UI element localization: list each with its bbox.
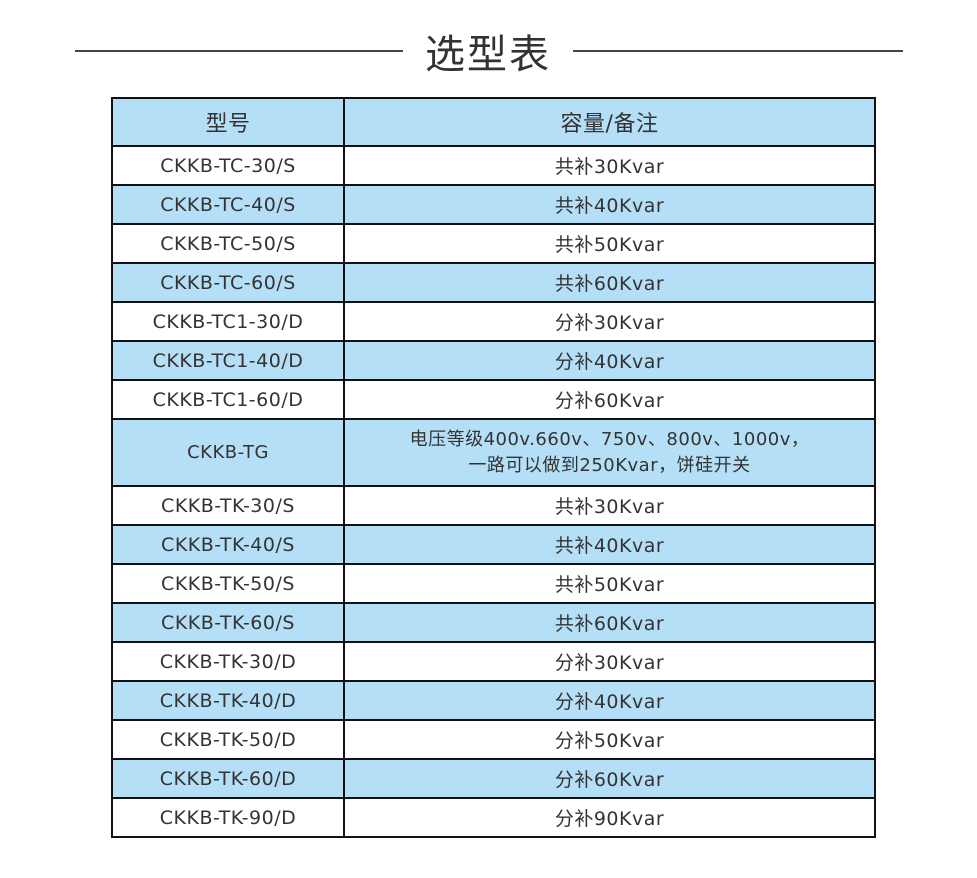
cell-capacity: 共补50Kvar <box>343 563 876 604</box>
table-row: CKKB-TC-60/S 共补60Kvar <box>111 262 876 303</box>
cell-model: CKKB-TK-60/D <box>111 758 345 799</box>
note-line: 电压等级400v.660v、750v、800v、1000v， <box>409 428 810 450</box>
table-row: CKKB-TK-60/S 共补60Kvar <box>111 602 876 643</box>
cell-model: CKKB-TC-50/S <box>111 223 345 264</box>
cell-model: CKKB-TC-30/S <box>111 145 345 186</box>
cell-model: CKKB-TK-50/D <box>111 719 345 760</box>
title-divider-left <box>75 50 403 52</box>
table-row: CKKB-TK-50/D 分补50Kvar <box>111 719 876 760</box>
cell-capacity: 分补60Kvar <box>343 379 876 420</box>
title-divider-right <box>573 50 903 52</box>
table-row: CKKB-TC-50/S 共补50Kvar <box>111 223 876 264</box>
table-row: CKKB-TK-90/D 分补90Kvar <box>111 797 876 838</box>
cell-capacity: 分补90Kvar <box>343 797 876 838</box>
table-row: CKKB-TK-40/D 分补40Kvar <box>111 680 876 721</box>
cell-model: CKKB-TK-60/S <box>111 602 345 643</box>
table-row: CKKB-TK-60/D 分补60Kvar <box>111 758 876 799</box>
table-row: CKKB-TK-30/D 分补30Kvar <box>111 641 876 682</box>
cell-model: CKKB-TK-50/S <box>111 563 345 604</box>
cell-capacity: 共补60Kvar <box>343 262 876 303</box>
cell-model: CKKB-TC1-40/D <box>111 340 345 381</box>
cell-capacity: 共补30Kvar <box>343 485 876 526</box>
cell-model: CKKB-TK-40/D <box>111 680 345 721</box>
table-header-row: 型号 容量/备注 <box>111 97 876 147</box>
page-title: 选型表 <box>425 32 551 78</box>
cell-capacity: 分补30Kvar <box>343 641 876 682</box>
cell-capacity: 电压等级400v.660v、750v、800v、1000v， 一路可以做到250K… <box>343 418 876 487</box>
cell-model: CKKB-TC-60/S <box>111 262 345 303</box>
table-row: CKKB-TC1-60/D 分补60Kvar <box>111 379 876 420</box>
table-row: CKKB-TK-50/S 共补50Kvar <box>111 563 876 604</box>
cell-model: CKKB-TC1-60/D <box>111 379 345 420</box>
table-row: CKKB-TC1-30/D 分补30Kvar <box>111 301 876 342</box>
table-row: CKKB-TC1-40/D 分补40Kvar <box>111 340 876 381</box>
note-line: 一路可以做到250Kvar，饼硅开关 <box>468 454 751 476</box>
cell-capacity: 共补40Kvar <box>343 524 876 565</box>
cell-model: CKKB-TG <box>111 418 345 487</box>
cell-model: CKKB-TC1-30/D <box>111 301 345 342</box>
cell-capacity: 共补30Kvar <box>343 145 876 186</box>
cell-capacity: 分补50Kvar <box>343 719 876 760</box>
selection-table: 型号 容量/备注 CKKB-TC-30/S 共补30Kvar CKKB-TC-40/… <box>111 97 876 838</box>
cell-capacity: 共补40Kvar <box>343 184 876 225</box>
cell-model: CKKB-TK-40/S <box>111 524 345 565</box>
table-row: CKKB-TG 电压等级400v.660v、750v、800v、1000v， 一路可… <box>111 418 876 487</box>
cell-model: CKKB-TK-30/D <box>111 641 345 682</box>
cell-capacity: 共补60Kvar <box>343 602 876 643</box>
cell-capacity: 分补30Kvar <box>343 301 876 342</box>
table-row: CKKB-TK-30/S 共补30Kvar <box>111 485 876 526</box>
cell-capacity: 分补40Kvar <box>343 340 876 381</box>
cell-model: CKKB-TK-30/S <box>111 485 345 526</box>
cell-model: CKKB-TC-40/S <box>111 184 345 225</box>
cell-capacity: 分补60Kvar <box>343 758 876 799</box>
table-row: CKKB-TC-40/S 共补40Kvar <box>111 184 876 225</box>
header-capacity: 容量/备注 <box>343 97 876 147</box>
title-section: 选型表 <box>0 18 977 78</box>
header-model: 型号 <box>111 97 345 147</box>
cell-model: CKKB-TK-90/D <box>111 797 345 838</box>
table-row: CKKB-TK-40/S 共补40Kvar <box>111 524 876 565</box>
cell-capacity: 分补40Kvar <box>343 680 876 721</box>
cell-capacity: 共补50Kvar <box>343 223 876 264</box>
table-row: CKKB-TC-30/S 共补30Kvar <box>111 145 876 186</box>
